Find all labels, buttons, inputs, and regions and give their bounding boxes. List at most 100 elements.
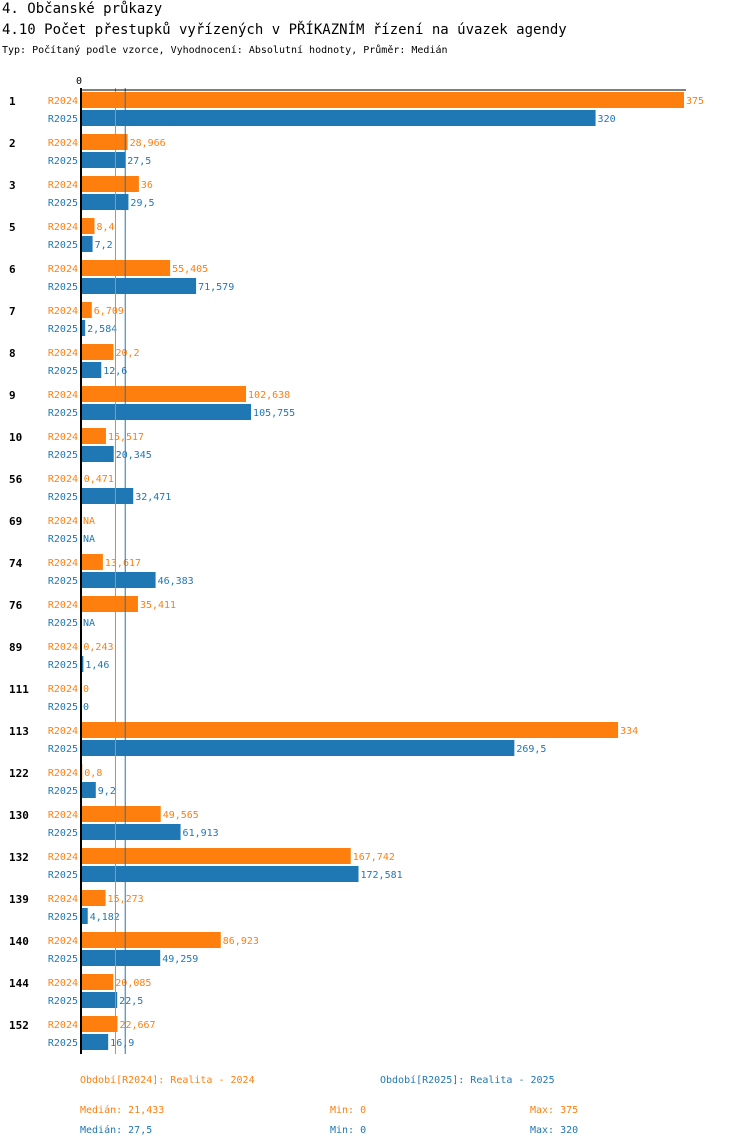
category-label: 111 (9, 683, 29, 696)
category-label: 9 (9, 389, 16, 402)
category-label: 7 (9, 305, 16, 318)
data-label-r2025: 20,345 (116, 450, 152, 461)
data-label-r2025: 320 (598, 114, 616, 125)
bar-r2024 (81, 134, 128, 150)
data-label-r2024: 0,8 (84, 768, 102, 779)
stat-min-r2025: Min: 0 (330, 1125, 367, 1136)
bar-r2024 (81, 932, 221, 948)
data-label-r2025: NA (83, 534, 95, 545)
data-label-r2025: 9,2 (98, 786, 116, 797)
series-label-r2024: R2024 (48, 1020, 78, 1031)
bar-r2024 (81, 722, 619, 738)
data-label-r2025: 1,46 (85, 660, 109, 671)
series-label-r2025: R2025 (48, 702, 78, 713)
data-label-r2025: 16,9 (110, 1038, 134, 1049)
series-label-r2025: R2025 (48, 576, 78, 587)
category-label: 139 (9, 893, 29, 906)
series-label-r2025: R2025 (48, 954, 78, 965)
category-label: 144 (9, 977, 29, 990)
series-label-r2024: R2024 (48, 852, 78, 863)
data-label-r2024: 8,4 (97, 222, 115, 233)
bar-r2024 (81, 176, 139, 192)
series-label-r2025: R2025 (48, 198, 78, 209)
series-label-r2024: R2024 (48, 474, 78, 485)
bar-r2024 (81, 806, 161, 822)
category-label: 74 (9, 557, 23, 570)
bar-r2025 (81, 362, 102, 378)
category-label: 8 (9, 347, 16, 360)
series-label-r2024: R2024 (48, 894, 78, 905)
data-label-r2024: 86,923 (223, 936, 259, 947)
bar-r2025 (81, 908, 88, 924)
section-title: 4. Občanské průkazy (2, 1, 163, 17)
bar-r2024 (81, 974, 114, 990)
bar-r2025 (81, 656, 84, 672)
series-label-r2024: R2024 (48, 264, 78, 275)
category-label: 3 (9, 179, 16, 192)
series-label-r2024: R2024 (48, 978, 78, 989)
data-label-r2024: 102,638 (248, 390, 290, 401)
legend-r2025: Období[R2025]: Realita - 2025 (380, 1075, 555, 1086)
series-label-r2025: R2025 (48, 870, 78, 881)
category-label: 132 (9, 851, 29, 864)
series-label-r2025: R2025 (48, 114, 78, 125)
bar-r2024 (81, 302, 92, 318)
series-label-r2024: R2024 (48, 306, 78, 317)
data-label-r2025: 7,2 (95, 240, 113, 251)
series-label-r2024: R2024 (48, 684, 78, 695)
data-label-r2024: 28,966 (130, 138, 166, 149)
data-label-r2024: NA (83, 516, 95, 527)
data-label-r2025: NA (83, 618, 95, 629)
data-label-r2025: 22,5 (119, 996, 143, 1007)
series-label-r2024: R2024 (48, 558, 78, 569)
series-label-r2025: R2025 (48, 282, 78, 293)
bar-r2024 (81, 428, 106, 444)
data-label-r2025: 0 (83, 702, 89, 713)
bar-r2025 (81, 572, 156, 588)
bar-r2024 (81, 596, 138, 612)
series-label-r2024: R2024 (48, 516, 78, 527)
data-label-r2024: 0,471 (84, 474, 114, 485)
category-label: 152 (9, 1019, 29, 1032)
series-label-r2024: R2024 (48, 936, 78, 947)
data-label-r2024: 6,709 (94, 306, 124, 317)
data-label-r2024: 13,617 (105, 558, 141, 569)
legend-r2024: Období[R2024]: Realita - 2024 (80, 1075, 255, 1086)
data-label-r2024: 49,565 (163, 810, 199, 821)
bar-r2025 (81, 446, 114, 462)
series-label-r2025: R2025 (48, 660, 78, 671)
category-label: 89 (9, 641, 22, 654)
bar-r2025 (81, 1034, 109, 1050)
series-label-r2025: R2025 (48, 156, 78, 167)
bar-r2025 (81, 488, 134, 504)
series-label-r2024: R2024 (48, 222, 78, 233)
series-label-r2025: R2025 (48, 492, 78, 503)
data-label-r2024: 0,243 (83, 642, 113, 653)
series-label-r2025: R2025 (48, 534, 78, 545)
category-label: 140 (9, 935, 29, 948)
data-label-r2024: 0 (83, 684, 89, 695)
series-label-r2024: R2024 (48, 726, 78, 737)
series-label-r2025: R2025 (48, 1038, 78, 1049)
bar-r2025 (81, 404, 252, 420)
stat-median-r2025: Medián: 27,5 (80, 1125, 153, 1136)
data-label-r2025: 46,383 (158, 576, 194, 587)
data-label-r2025: 71,579 (198, 282, 234, 293)
category-label: 5 (9, 221, 16, 234)
bar-r2025 (81, 740, 515, 756)
data-label-r2024: 20,2 (115, 348, 139, 359)
data-label-r2024: 334 (620, 726, 638, 737)
series-label-r2025: R2025 (48, 786, 78, 797)
bar-r2024 (81, 344, 114, 360)
bar-r2025 (81, 194, 129, 210)
data-label-r2025: 4,182 (90, 912, 120, 923)
bar-r2025 (81, 782, 96, 798)
bar-r2024 (81, 218, 95, 234)
bar-r2024 (81, 386, 247, 402)
series-label-r2024: R2024 (48, 348, 78, 359)
data-label-r2024: 36 (141, 180, 153, 191)
series-label-r2024: R2024 (48, 138, 78, 149)
series-label-r2025: R2025 (48, 744, 78, 755)
category-label: 113 (9, 725, 29, 738)
series-label-r2024: R2024 (48, 600, 78, 611)
